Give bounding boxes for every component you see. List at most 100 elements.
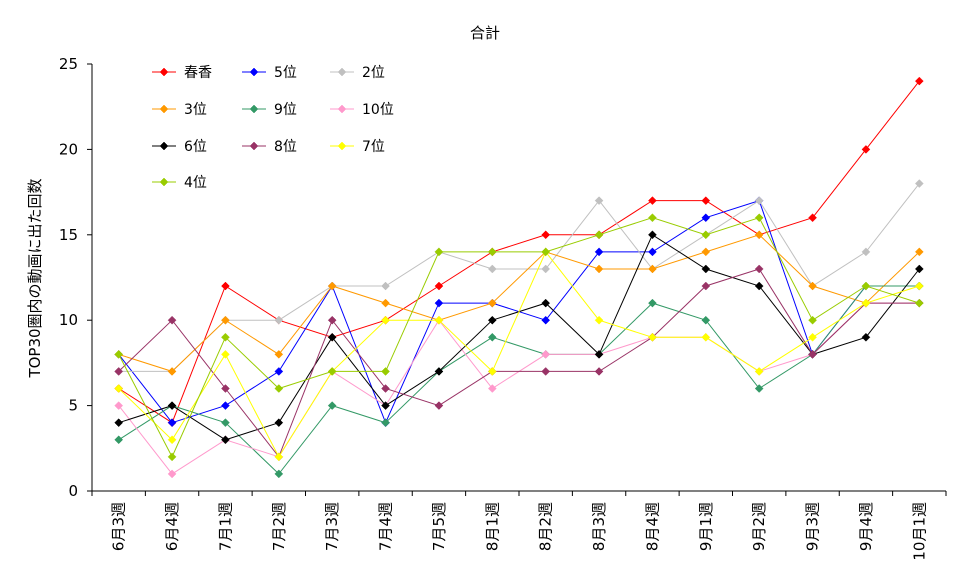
data-point xyxy=(114,401,124,410)
data-point xyxy=(701,332,711,342)
series-line xyxy=(118,80,920,424)
legend-label: 4位 xyxy=(184,175,207,191)
data-point xyxy=(541,247,551,257)
data-point xyxy=(648,247,657,257)
data-point xyxy=(754,230,764,240)
data-point xyxy=(274,350,284,359)
data-point xyxy=(914,179,924,188)
x-tick-label: 8月2週 xyxy=(537,502,555,551)
data-point xyxy=(221,435,230,445)
x-tick-label: 9月2週 xyxy=(750,502,768,551)
legend-swatch-marker xyxy=(337,67,347,77)
data-point xyxy=(381,384,390,393)
legend-swatch-marker xyxy=(159,177,169,187)
data-point xyxy=(701,315,711,325)
data-point xyxy=(754,264,764,274)
x-tick-label: 8月1週 xyxy=(483,502,501,551)
data-point xyxy=(434,247,444,257)
data-point xyxy=(434,281,444,291)
data-point xyxy=(487,384,497,393)
data-point xyxy=(327,367,337,376)
data-point xyxy=(914,281,924,291)
x-tick-label: 7月1週 xyxy=(216,502,234,551)
data-point xyxy=(754,281,764,291)
data-point xyxy=(594,350,604,359)
data-point xyxy=(808,281,817,291)
data-point xyxy=(167,469,177,479)
data-point xyxy=(114,384,124,393)
data-point xyxy=(541,264,551,274)
data-point xyxy=(648,332,657,342)
data-point xyxy=(914,298,924,308)
data-point xyxy=(541,350,551,359)
data-point xyxy=(594,315,604,325)
series-line xyxy=(118,217,920,458)
legend-swatch-marker xyxy=(159,141,169,151)
y-tick-label: 10 xyxy=(59,311,78,329)
axes: 0 5 10 15 20 25 6月3週 6月4週 7月1週 7月2週 7月3週 7月4週 7月5週 8月… xyxy=(59,55,947,561)
legend-swatch-marker xyxy=(249,67,259,77)
data-point xyxy=(381,298,390,308)
x-tick-label: 9月4週 xyxy=(857,502,875,551)
legend: 春香 5位 2位 3位 9位 10位 6位 8位 7位 4位 xyxy=(152,65,394,191)
data-point xyxy=(754,213,764,223)
data-point xyxy=(434,315,444,325)
data-point xyxy=(327,401,337,410)
data-point xyxy=(274,315,284,325)
series-4 xyxy=(114,230,924,376)
y-axis-label: TOP30圏内の動画に出た回数 xyxy=(26,178,44,378)
series-line xyxy=(118,250,920,458)
legend-label: 春香 xyxy=(184,65,212,81)
data-point xyxy=(594,196,604,205)
data-point xyxy=(274,384,284,393)
data-point xyxy=(701,230,711,240)
series-10 xyxy=(114,213,924,462)
legend-swatch-marker xyxy=(337,104,347,114)
x-tick-label: 7月4週 xyxy=(377,502,395,551)
series-8 xyxy=(114,264,924,462)
data-point xyxy=(221,281,230,291)
x-tick-label: 6月3週 xyxy=(110,502,128,551)
data-point xyxy=(754,367,764,376)
series-line xyxy=(118,268,920,458)
data-point xyxy=(754,384,764,393)
data-point xyxy=(861,332,871,342)
legend-label: 10位 xyxy=(362,102,394,118)
data-point xyxy=(167,367,177,376)
x-tick-label: 10月1週 xyxy=(910,502,928,561)
data-point xyxy=(648,213,657,223)
data-point xyxy=(381,315,390,325)
data-point xyxy=(541,298,551,308)
data-point xyxy=(487,298,497,308)
data-point xyxy=(648,196,657,205)
data-point xyxy=(487,264,497,274)
series-line xyxy=(118,234,920,441)
series-layer xyxy=(114,76,924,479)
legend-item: 10位 xyxy=(330,102,394,118)
data-point xyxy=(648,230,657,240)
data-point xyxy=(167,401,177,410)
series-line xyxy=(118,234,920,372)
data-point xyxy=(274,469,284,479)
legend-item: 6位 xyxy=(152,139,207,155)
legend-label: 2位 xyxy=(362,65,385,81)
data-point xyxy=(808,332,817,342)
legend-swatch-marker xyxy=(159,104,169,114)
data-point xyxy=(114,435,124,445)
x-tick-label: 7月3週 xyxy=(323,502,341,551)
data-point xyxy=(541,315,551,325)
x-tick-label: 9月3週 xyxy=(804,502,822,551)
data-point xyxy=(701,264,711,274)
data-point xyxy=(327,315,337,325)
x-tick-label: 7月2週 xyxy=(270,502,288,551)
data-point xyxy=(914,247,924,257)
data-point xyxy=(381,418,390,428)
data-point xyxy=(167,315,177,325)
legend-label: 6位 xyxy=(184,139,207,155)
data-point xyxy=(221,384,230,393)
legend-label: 9位 xyxy=(274,102,297,118)
legend-item: 9位 xyxy=(242,102,297,118)
data-point xyxy=(701,281,711,291)
legend-item: 7位 xyxy=(330,139,385,155)
data-point xyxy=(114,367,124,376)
